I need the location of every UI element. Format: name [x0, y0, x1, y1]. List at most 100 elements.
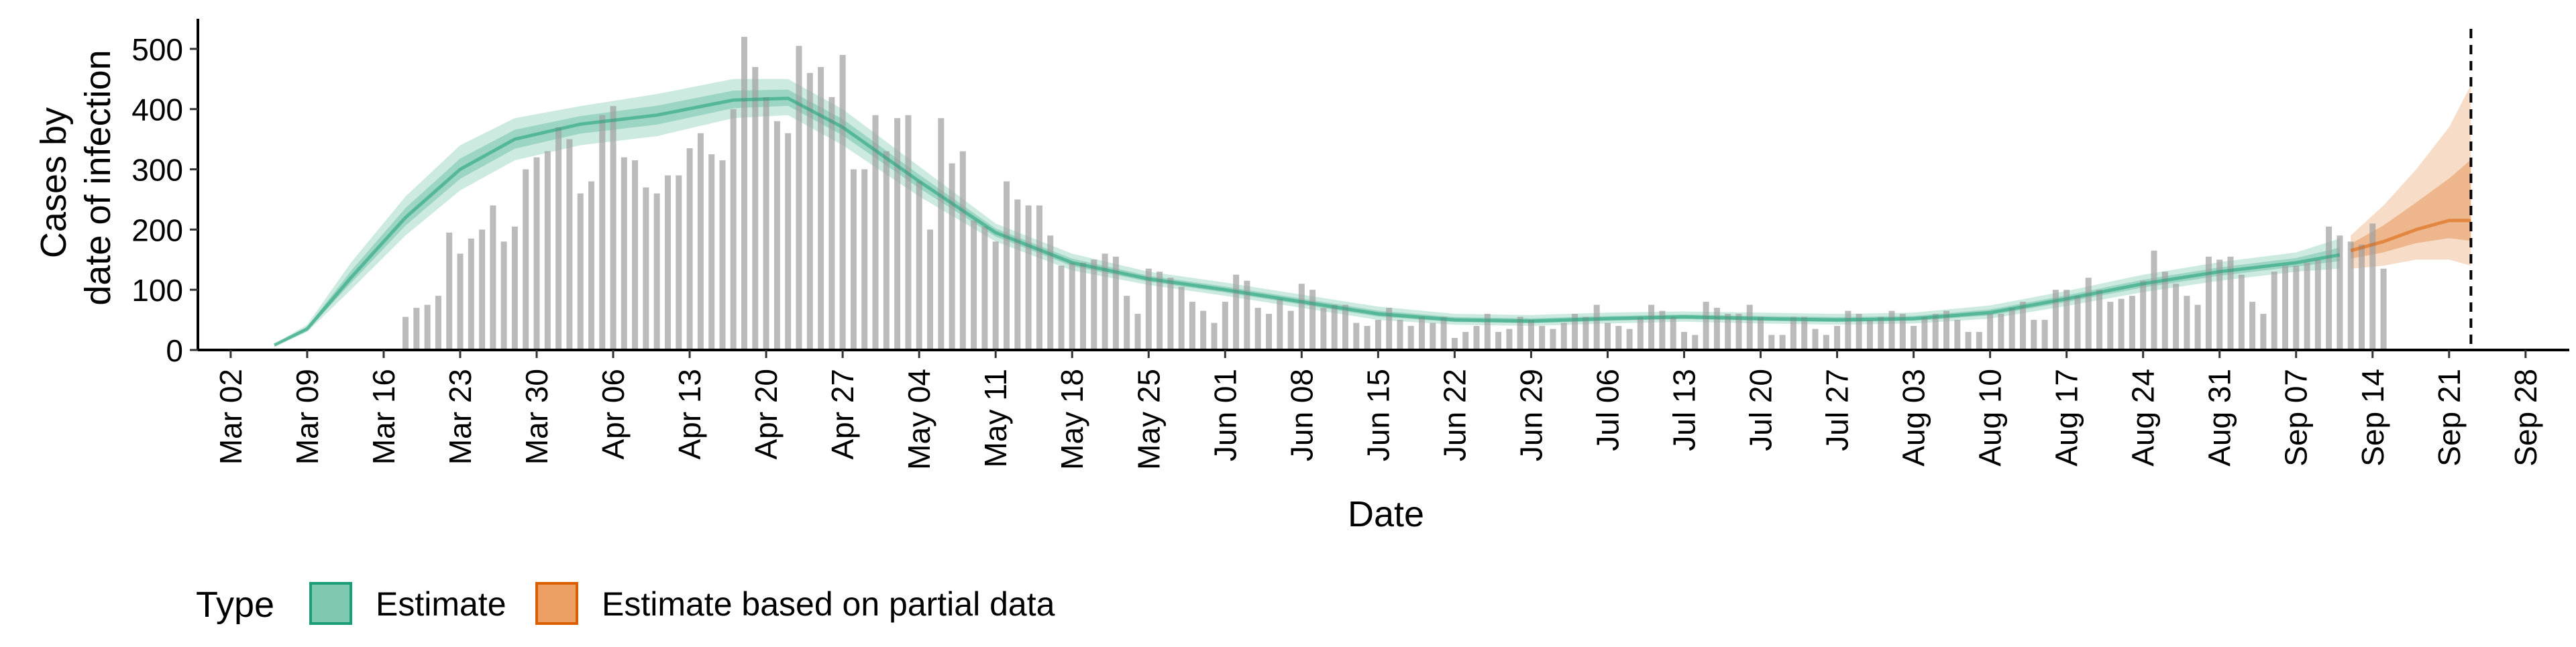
x-tick-label: Apr 06: [596, 369, 631, 460]
case-bar: [2020, 302, 2026, 350]
x-tick-label: Mar 16: [366, 369, 401, 465]
y-axis-label-line-1: Cases by: [34, 107, 74, 258]
x-tick-label: Jun 01: [1208, 369, 1242, 461]
case-bar: [1626, 329, 1633, 350]
case-bar: [927, 229, 933, 350]
case-bar: [446, 232, 453, 350]
case-bar: [1036, 205, 1042, 350]
case-bar: [2107, 302, 2114, 350]
case-bar: [1725, 314, 1731, 350]
axis-ticks: 0 100 200 300 400 500 Mar 02 Mar 09 Mar 16 Mar 23…: [131, 32, 2543, 470]
case-bar: [2205, 256, 2212, 350]
case-bar: [1735, 314, 1742, 350]
case-bar: [1637, 316, 1644, 350]
x-tick-label: May 25: [1131, 369, 1166, 470]
case-bar: [1954, 320, 1961, 350]
case-bar: [610, 106, 616, 350]
case-bar: [992, 241, 999, 350]
case-bar: [1703, 302, 1709, 350]
case-bar: [2260, 314, 2267, 350]
case-bar: [1004, 181, 1010, 350]
case-bar: [818, 66, 824, 351]
case-bar: [708, 154, 715, 350]
case-bar: [959, 151, 966, 350]
case-bar: [2271, 272, 2277, 350]
x-tick-label: Mar 02: [213, 369, 248, 465]
case-bar: [1899, 314, 1906, 350]
case-bar: [555, 127, 562, 350]
case-bar: [1102, 253, 1108, 350]
case-bar: [1790, 316, 1796, 350]
case-bar: [511, 226, 518, 350]
case-bar: [1572, 314, 1578, 350]
case-bar: [1943, 310, 1949, 350]
legend-label-estimate: Estimate: [376, 585, 506, 623]
y-axis-label: Cases by date of infection: [34, 50, 118, 305]
axes: [197, 19, 2569, 351]
x-tick-label: Sep 28: [2508, 369, 2543, 467]
case-bar: [752, 66, 759, 351]
case-bar: [1364, 326, 1371, 350]
case-bar: [1178, 286, 1185, 350]
case-bar: [1462, 332, 1469, 350]
x-tick-label: Mar 30: [519, 369, 554, 465]
case-bar: [850, 169, 857, 350]
case-bar: [686, 148, 693, 350]
x-tick-label: Aug 24: [2126, 369, 2161, 467]
case-bar: [1353, 322, 1360, 350]
case-bar: [1473, 326, 1480, 350]
reported-case-bars: [402, 36, 2387, 351]
case-bar: [1266, 314, 1272, 350]
case-bar: [971, 220, 977, 350]
case-bar: [1670, 316, 1676, 350]
case-bar: [938, 118, 945, 350]
case-bar: [1025, 205, 1032, 350]
x-tick-label: May 04: [902, 369, 936, 470]
case-bar: [1911, 326, 1917, 350]
case-bar: [2031, 320, 2037, 350]
case-bar: [1254, 308, 1261, 350]
case-bar: [1047, 235, 1054, 350]
y-tick-label: 200: [131, 213, 183, 247]
case-bar: [1397, 320, 1403, 350]
case-bar: [2216, 259, 2223, 350]
case-bar: [1211, 322, 1218, 350]
case-bar: [1692, 335, 1699, 350]
case-bar: [872, 115, 879, 350]
case-bar: [468, 238, 474, 350]
y-tick-label: 500: [131, 32, 183, 67]
case-bar: [566, 139, 573, 350]
case-bar: [828, 97, 835, 351]
case-bar: [730, 109, 737, 350]
case-bar: [653, 193, 660, 350]
case-bar: [1451, 338, 1458, 350]
case-bar: [1965, 332, 1972, 350]
case-bar: [905, 115, 912, 350]
case-bar: [1878, 316, 1884, 350]
case-bar: [1430, 322, 1436, 350]
case-bar: [1495, 332, 1502, 350]
case-bar: [1527, 320, 1534, 350]
case-bar: [1582, 316, 1589, 350]
case-bar: [861, 169, 868, 350]
y-tick-label: 300: [131, 153, 183, 188]
case-bar: [806, 72, 813, 351]
case-bar: [763, 97, 769, 351]
case-bar: [2337, 235, 2343, 350]
x-tick-label: Mar 09: [290, 369, 325, 465]
case-bar: [894, 118, 901, 350]
case-bar: [1320, 308, 1327, 350]
case-bar: [577, 193, 584, 350]
case-bar: [1648, 304, 1655, 350]
case-bar: [2063, 290, 2070, 350]
x-tick-label: Sep 07: [2279, 369, 2314, 467]
case-bar: [1976, 332, 1982, 350]
x-tick-label: Aug 17: [2049, 369, 2084, 467]
case-bar: [1134, 314, 1141, 350]
case-bar: [1998, 314, 2004, 350]
case-bar: [1550, 329, 1556, 350]
case-bar: [741, 36, 747, 351]
case-bar: [1112, 256, 1119, 350]
